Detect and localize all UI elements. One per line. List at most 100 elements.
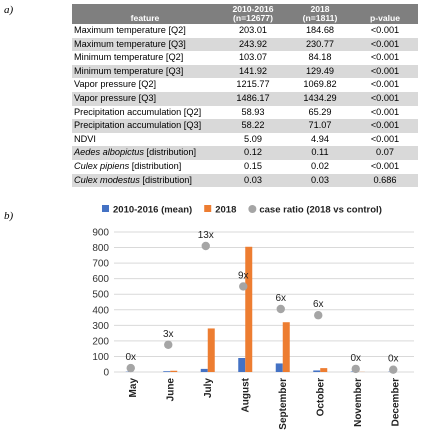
cell-2018: 0.02 (288, 159, 352, 174)
y-tick-label: 100 (92, 352, 109, 363)
x-tick-label: May (128, 378, 139, 398)
table-row: Minimum temperature [Q2] 103.07 84.18 <0.00… (72, 51, 418, 65)
cell-pvalue: <0.001 (352, 119, 418, 133)
cell-2010-2016: 58.22 (218, 119, 288, 133)
y-tick-label: 400 (92, 305, 109, 316)
case-chart: 0 100 200 300 400 500 600 700 800 900 0x 3x 13x 9x 6x 6… (72, 200, 422, 438)
cell-pvalue: <0.001 (352, 159, 418, 174)
table-row: Precipitation accumulation [Q2] 58.93 65.2… (72, 105, 418, 120)
y-tick-label: 700 (92, 259, 109, 270)
cell-2018: 129.49 (288, 64, 352, 79)
ratio-label: 13x (198, 230, 214, 241)
feature-label: Maximum temperature [Q3] (74, 38, 186, 49)
cell-2018: 84.18 (288, 51, 352, 65)
feature-label: Minimum temperature [Q2] (74, 52, 184, 63)
cell-2010-2016: 1486.17 (218, 91, 288, 106)
x-tick-label: June (165, 378, 176, 402)
chart-svg: 0 100 200 300 400 500 600 700 800 900 0x 3x 13x 9x 6x 6… (92, 205, 414, 430)
legend-label: 2018 (215, 205, 236, 216)
cell-pvalue: <0.001 (352, 24, 418, 38)
legend-label: 2010-2016 (mean) (113, 205, 192, 216)
ratio-point (389, 365, 398, 374)
cell-2018: 65.29 (288, 105, 352, 120)
bar-2018 (282, 322, 290, 372)
table-row: Minimum temperature [Q3] 141.92 129.49 <0.0… (72, 64, 418, 79)
cell-2010-2016: 0.15 (218, 159, 288, 174)
x-tick-label: July (203, 378, 214, 398)
species-name: Culex pipiens (74, 160, 130, 171)
legend-swatch (248, 205, 257, 213)
cell-2010-2016: 141.92 (218, 64, 288, 79)
y-tick-label: 600 (92, 274, 109, 285)
header-col1-line1: 2010-2016 (232, 4, 274, 14)
ratio-point (201, 241, 210, 251)
header-col1-line2: (n=12677) (233, 13, 273, 23)
feature-label: NDVI (74, 133, 96, 144)
bar-2010-2016 (163, 371, 171, 372)
cell-feature: Maximum temperature [Q3] (72, 37, 218, 52)
ratio-label: 9x (238, 270, 249, 281)
y-tick-label: 0 (103, 368, 109, 379)
feature-label: [distribution] (139, 174, 192, 185)
table-row: Culex pipiens [distribution] 0.15 0.02 <0.0… (72, 159, 418, 174)
table-row: Aedes albopictus [distribution] 0.12 0.11 0… (72, 146, 418, 160)
header-pvalue: p-value (352, 4, 418, 24)
table-row: Maximum temperature [Q2] 203.01 184.68 <0.0… (72, 24, 418, 38)
species-name: Aedes albopictus (74, 147, 144, 158)
header-col1: 2010-2016 (n=12677) (218, 4, 288, 24)
ratio-point (239, 282, 248, 291)
cell-pvalue: <0.001 (352, 64, 418, 79)
feature-label: [distribution] (129, 160, 182, 171)
bar-2010-2016 (275, 363, 283, 372)
feature-label: Precipitation accumulation [Q3] (74, 120, 202, 131)
table-row: Vapor pressure [Q2] 1215.77 1069.82 <0.001 (72, 78, 418, 92)
x-tick-label: December (390, 378, 401, 426)
ratio-label: 0x (350, 353, 361, 364)
x-tick-label: November (353, 378, 364, 427)
cell-2018: 184.68 (288, 24, 352, 38)
y-tick-label: 200 (92, 336, 109, 347)
bar-2018 (245, 246, 253, 372)
ratio-label: 0x (125, 352, 136, 363)
cell-feature: Culex modestus [distribution] (72, 173, 218, 188)
cell-pvalue: <0.001 (352, 105, 418, 120)
bar-2010-2016 (313, 370, 321, 372)
cell-2018: 0.03 (288, 173, 352, 188)
ratio-label: 6x (275, 293, 286, 304)
cell-pvalue: <0.001 (352, 51, 418, 65)
header-col2: 2018 (n=1811) (288, 4, 352, 24)
bar-2018 (170, 370, 178, 372)
x-tick-label: August (240, 377, 251, 412)
x-tick-label: September (278, 378, 289, 430)
ratio-point (164, 340, 173, 349)
cell-2010-2016: 0.12 (218, 146, 288, 160)
cell-2010-2016: 243.92 (218, 37, 288, 52)
table-row: Maximum temperature [Q3] 243.92 230.77 <0.0… (72, 37, 418, 52)
ratio-label: 0x (388, 354, 399, 365)
header-col2-line1: 2018 (310, 4, 330, 14)
ratio-label: 3x (163, 329, 174, 340)
legend-swatch (204, 205, 212, 212)
cell-2018: 0.11 (288, 146, 352, 160)
ratio-point (276, 304, 285, 314)
cell-feature: Precipitation accumulation [Q3] (72, 119, 218, 133)
bar-2018 (320, 368, 328, 372)
table-row: Culex modestus [distribution] 0.03 0.03 0.6… (72, 173, 418, 188)
panel-a-label: a) (4, 4, 14, 16)
cell-feature: NDVI (72, 132, 218, 147)
table-row: Vapor pressure [Q3] 1486.17 1434.29 <0.001 (72, 91, 418, 106)
ratio-point (314, 311, 323, 320)
cell-2010-2016: 58.93 (218, 105, 288, 120)
cell-feature: Vapor pressure [Q3] (72, 91, 218, 106)
cell-feature: Culex pipiens [distribution] (72, 159, 218, 174)
feature-label: Vapor pressure [Q3] (74, 92, 157, 103)
cell-2010-2016: 0.03 (218, 173, 288, 188)
cell-pvalue: <0.001 (352, 132, 418, 147)
ratio-point (126, 363, 135, 373)
cell-pvalue: <0.001 (352, 91, 418, 106)
cell-pvalue: 0.07 (352, 146, 418, 160)
cell-feature: Maximum temperature [Q2] (72, 24, 218, 38)
bar-2018 (207, 328, 215, 372)
header-col2-line2: (n=1811) (302, 13, 338, 23)
cell-feature: Aedes albopictus [distribution] (72, 146, 218, 160)
